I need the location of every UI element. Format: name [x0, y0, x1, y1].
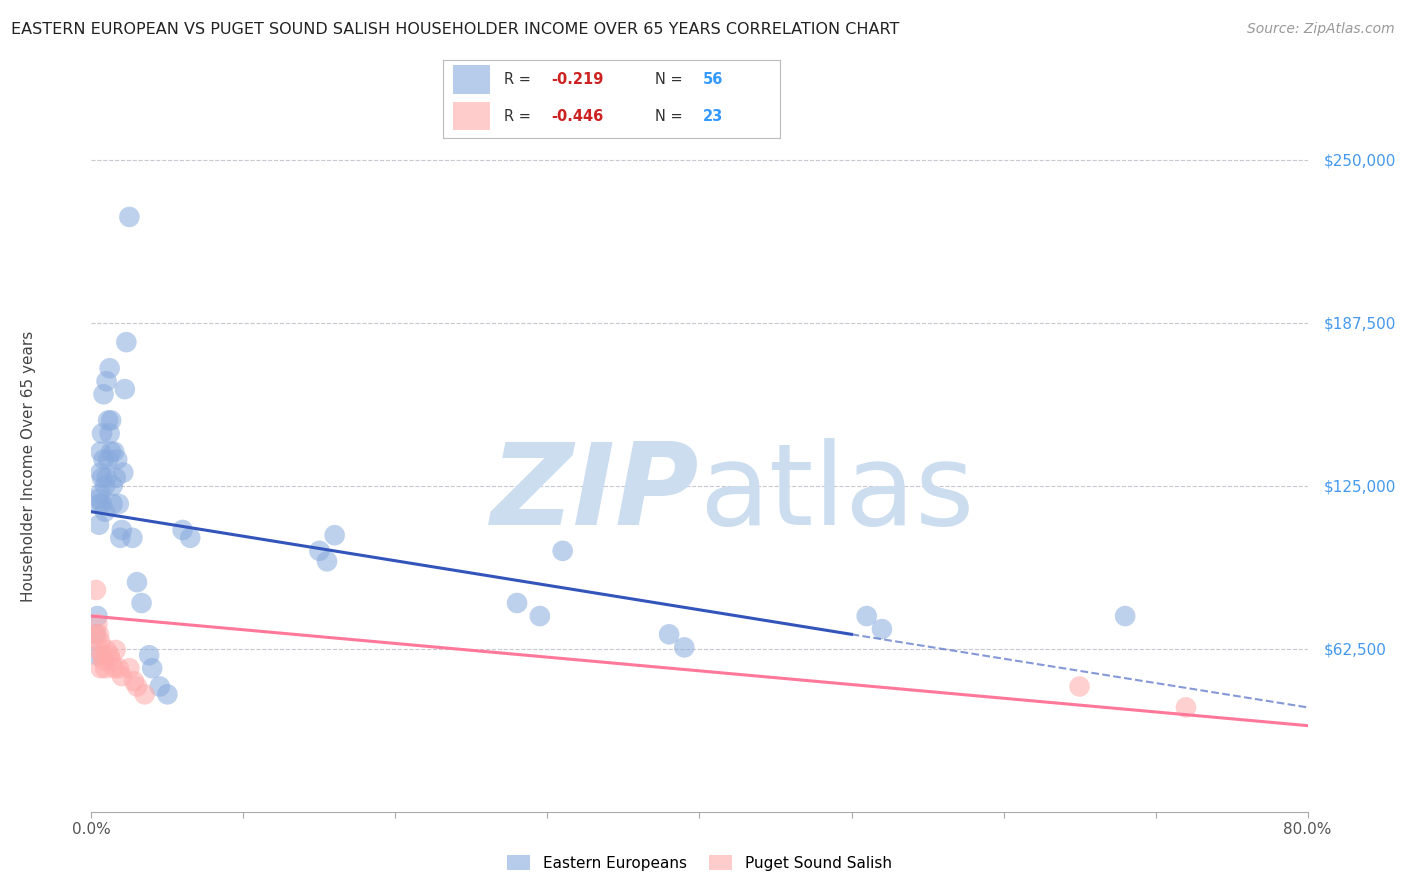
Point — [1114, 609, 1136, 624]
Point — [122, 674, 145, 689]
Point — [104, 471, 127, 485]
Point — [107, 497, 129, 511]
Point — [96, 471, 118, 485]
Point — [134, 687, 156, 701]
Point — [86, 609, 108, 624]
Point — [103, 661, 125, 675]
Point — [89, 486, 111, 500]
Point — [91, 648, 114, 663]
Point — [103, 444, 125, 458]
Point — [870, 622, 893, 636]
Point — [104, 643, 127, 657]
Point — [105, 452, 128, 467]
Point — [529, 609, 551, 624]
Point — [111, 669, 134, 683]
Point — [100, 653, 122, 667]
Point — [89, 466, 111, 480]
Point — [114, 382, 136, 396]
Point — [98, 648, 121, 663]
Point — [94, 661, 117, 675]
Text: 23: 23 — [703, 109, 723, 124]
Point — [94, 505, 117, 519]
Text: -0.219: -0.219 — [551, 72, 603, 87]
Text: Source: ZipAtlas.com: Source: ZipAtlas.com — [1247, 22, 1395, 37]
Point — [112, 466, 135, 480]
Point — [84, 627, 107, 641]
Point — [118, 661, 141, 675]
Point — [93, 452, 115, 467]
Point — [87, 643, 110, 657]
Text: EASTERN EUROPEAN VS PUGET SOUND SALISH HOUSEHOLDER INCOME OVER 65 YEARS CORRELAT: EASTERN EUROPEAN VS PUGET SOUND SALISH H… — [11, 22, 900, 37]
Point — [96, 643, 118, 657]
Point — [98, 426, 121, 441]
Point — [125, 680, 148, 694]
Point — [110, 531, 132, 545]
Point — [138, 648, 160, 663]
Point — [107, 661, 129, 675]
Point — [172, 523, 194, 537]
Point — [121, 531, 143, 545]
Point — [115, 335, 138, 350]
Point — [101, 478, 124, 492]
Point — [98, 361, 121, 376]
Text: R =: R = — [503, 109, 536, 124]
Point — [323, 528, 346, 542]
Point — [156, 687, 179, 701]
Point — [141, 661, 163, 675]
Point — [93, 387, 115, 401]
Point — [91, 426, 114, 441]
Y-axis label: Householder Income Over 65 years: Householder Income Over 65 years — [21, 330, 35, 602]
Point — [89, 635, 111, 649]
Point — [316, 554, 339, 568]
Point — [101, 497, 124, 511]
Point — [131, 596, 153, 610]
Point — [506, 596, 529, 610]
Point — [87, 491, 110, 506]
Point — [97, 452, 120, 467]
Point — [100, 413, 122, 427]
Point — [86, 648, 108, 663]
Point — [97, 413, 120, 427]
Text: N =: N = — [655, 72, 688, 87]
Point — [87, 627, 110, 641]
Point — [89, 661, 111, 675]
Point — [125, 575, 148, 590]
Point — [86, 616, 108, 631]
Text: 56: 56 — [703, 72, 723, 87]
Point — [855, 609, 877, 624]
Point — [149, 680, 172, 694]
Text: N =: N = — [655, 109, 688, 124]
Point — [94, 478, 117, 492]
Text: R =: R = — [503, 72, 536, 87]
Point — [87, 517, 110, 532]
Point — [96, 374, 118, 388]
Bar — [453, 65, 491, 94]
Point — [111, 523, 134, 537]
Point — [87, 497, 110, 511]
Point — [84, 627, 107, 641]
Legend: Eastern Europeans, Puget Sound Salish: Eastern Europeans, Puget Sound Salish — [502, 848, 897, 877]
Bar — [453, 103, 491, 130]
Point — [179, 531, 201, 545]
Point — [91, 471, 114, 485]
Point — [551, 544, 574, 558]
Point — [118, 210, 141, 224]
Point — [100, 444, 122, 458]
Point — [308, 544, 330, 558]
Text: ZIP: ZIP — [491, 438, 699, 549]
Point — [1174, 700, 1197, 714]
Point — [658, 627, 681, 641]
Point — [673, 640, 696, 655]
Text: -0.446: -0.446 — [551, 109, 603, 124]
Point — [91, 497, 114, 511]
Point — [93, 653, 115, 667]
Point — [1069, 680, 1091, 694]
Text: atlas: atlas — [699, 438, 974, 549]
Point — [84, 582, 107, 597]
Point — [89, 444, 111, 458]
